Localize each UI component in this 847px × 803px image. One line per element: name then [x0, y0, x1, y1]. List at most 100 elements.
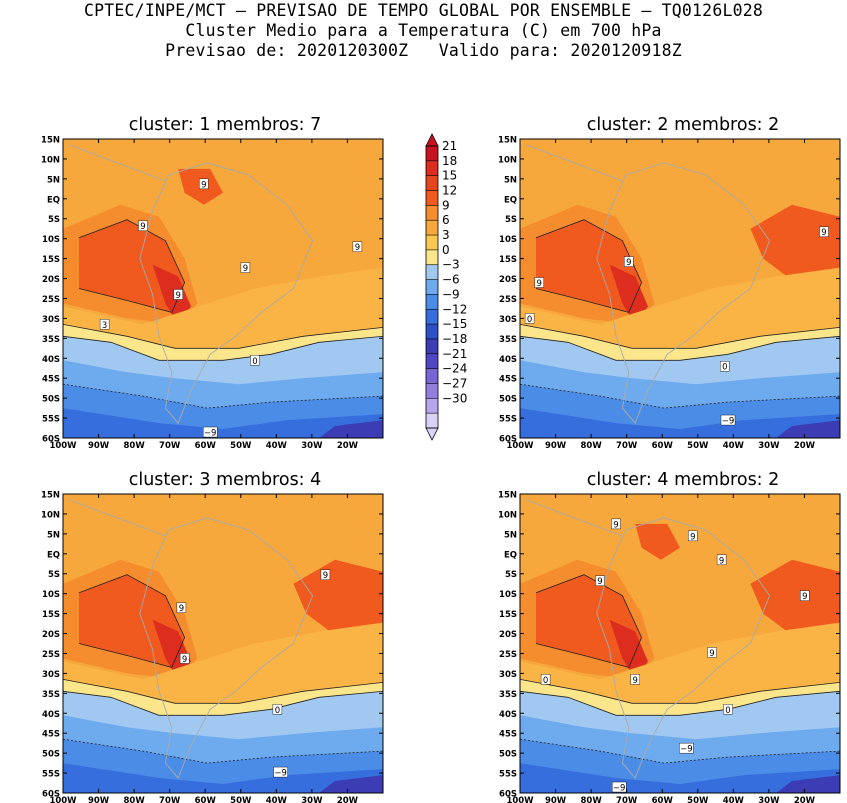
lat-tick-label: 55S — [499, 415, 517, 425]
colorbar-swatch — [426, 279, 438, 295]
lat-tick-label: 40S — [499, 710, 517, 720]
lon-tick-label: 100W — [506, 796, 534, 803]
lon-tick-label: 20W — [794, 796, 816, 803]
lat-tick-label: 5N — [504, 530, 517, 540]
lat-tick-label: 15N — [41, 491, 60, 501]
contour-label: −9 — [274, 769, 287, 779]
panel-title: cluster: 4 membros: 2 — [587, 470, 780, 490]
lon-tick-label: 50W — [687, 796, 709, 803]
colorbar-swatch — [426, 413, 438, 429]
figure-title-line-2: Cluster Medio para a Temperatura (C) em … — [185, 21, 662, 40]
lat-tick-label: 35S — [499, 335, 517, 345]
map-panel-1: cluster: 1 membros: 7 15N 10N 5N EQ 5S 10S 15S 2… — [41, 115, 384, 451]
colorbar-swatch — [426, 249, 438, 266]
colorbar-swatch — [426, 160, 438, 176]
contour-label: 0 — [527, 315, 532, 325]
lat-tick-label: 10N — [498, 155, 517, 165]
lat-tick-label: 55S — [42, 415, 60, 425]
lat-tick-label: 5N — [47, 530, 60, 540]
colorbar-swatch — [426, 190, 438, 206]
contour-label: 9 — [626, 258, 631, 268]
lat-tick-label: 50S — [499, 395, 517, 405]
lon-tick-label: 60W — [652, 441, 674, 451]
lat-tick-label: 30S — [499, 315, 517, 325]
colorbar-level-label: 21 — [442, 139, 457, 153]
contour-label: 9 — [140, 222, 145, 232]
lat-tick-label: 15N — [498, 491, 517, 501]
lat-tick-label: 5S — [505, 570, 517, 580]
contour-label: 9 — [632, 676, 637, 686]
lat-tick-label: 45S — [42, 375, 60, 385]
lat-tick-label: 10S — [499, 235, 517, 245]
map-panel-3: cluster: 3 membros: 4 15N 10N 5N EQ 5S 10S 15S 2… — [41, 470, 384, 803]
contour-label: −9 — [613, 784, 626, 794]
colorbar-swatch — [426, 338, 438, 355]
lat-tick-label: 25S — [499, 650, 517, 660]
lat-tick-label: EQ — [504, 195, 517, 205]
lat-tick-label: 55S — [42, 770, 60, 780]
colorbar-swatch — [426, 220, 438, 236]
contour-label: −9 — [204, 429, 217, 439]
contour-label: 0 — [252, 357, 257, 367]
lat-tick-label: 5N — [504, 175, 517, 185]
panel-title: cluster: 3 membros: 4 — [129, 470, 322, 490]
lon-tick-label: 70W — [159, 796, 181, 803]
colorbar-level-label: 18 — [442, 154, 457, 168]
contour-label: 0 — [543, 676, 548, 686]
lon-tick-label: 70W — [616, 796, 638, 803]
contour-label: 9 — [719, 556, 724, 566]
lon-tick-label: 70W — [159, 441, 181, 451]
lon-tick-label: 80W — [124, 441, 146, 451]
lon-tick-label: 90W — [545, 796, 567, 803]
lon-tick-label: 60W — [195, 441, 217, 451]
colorbar-swatch — [426, 309, 438, 325]
lat-tick-label: 15N — [41, 136, 60, 146]
lat-tick-label: 50S — [42, 750, 60, 760]
colorbar-level-label: 9 — [442, 198, 450, 212]
colorbar-level-label: −21 — [442, 347, 467, 361]
lat-tick-label: 5S — [48, 570, 60, 580]
lon-tick-label: 20W — [337, 796, 359, 803]
colorbar-level-label: −9 — [442, 287, 460, 301]
colorbar-swatch — [426, 264, 438, 280]
colorbar-swatch — [426, 175, 438, 191]
lat-tick-label: 20S — [42, 630, 60, 640]
lat-tick-label: 5S — [48, 215, 60, 225]
panel-title: cluster: 2 membros: 2 — [587, 115, 780, 135]
lon-tick-label: 60W — [652, 796, 674, 803]
lat-tick-label: 15S — [499, 255, 517, 265]
colorbar-level-label: 6 — [442, 213, 450, 227]
lat-tick-label: 30S — [499, 670, 517, 680]
contour-label: 9 — [355, 243, 360, 253]
lat-tick-label: 40S — [42, 710, 60, 720]
lon-tick-label: 100W — [49, 441, 77, 451]
colorbar-swatch — [426, 294, 438, 310]
lon-tick-label: 30W — [758, 796, 780, 803]
lat-tick-label: 35S — [42, 335, 60, 345]
colorbar-level-label: −15 — [442, 317, 467, 331]
lat-tick-label: 20S — [499, 630, 517, 640]
lon-tick-label: 90W — [545, 441, 567, 451]
lat-tick-label: 50S — [42, 395, 60, 405]
panel-title: cluster: 1 membros: 7 — [129, 115, 322, 135]
lat-tick-label: 30S — [42, 315, 60, 325]
lat-tick-label: 25S — [499, 295, 517, 305]
lat-tick-label: 60S — [499, 435, 517, 445]
lat-tick-label: 20S — [499, 275, 517, 285]
lat-tick-label: 15S — [42, 610, 60, 620]
contour-label: 9 — [597, 577, 602, 587]
colorbar-level-label: 0 — [442, 243, 450, 257]
lon-tick-label: 20W — [337, 441, 359, 451]
lat-tick-label: 15N — [498, 136, 517, 146]
lon-tick-label: 40W — [266, 441, 288, 451]
figure-title-line-1: CPTEC/INPE/MCT – PREVISAO DE TEMPO GLOBA… — [84, 1, 763, 20]
lat-tick-label: 50S — [499, 750, 517, 760]
contour-label: 0 — [722, 363, 727, 373]
lon-tick-label: 30W — [301, 796, 323, 803]
lat-tick-label: 10N — [41, 510, 60, 520]
colorbar-level-label: 15 — [442, 169, 457, 183]
lon-tick-label: 60W — [195, 796, 217, 803]
lon-tick-label: 30W — [301, 441, 323, 451]
colorbar-level-label: −24 — [442, 362, 467, 376]
